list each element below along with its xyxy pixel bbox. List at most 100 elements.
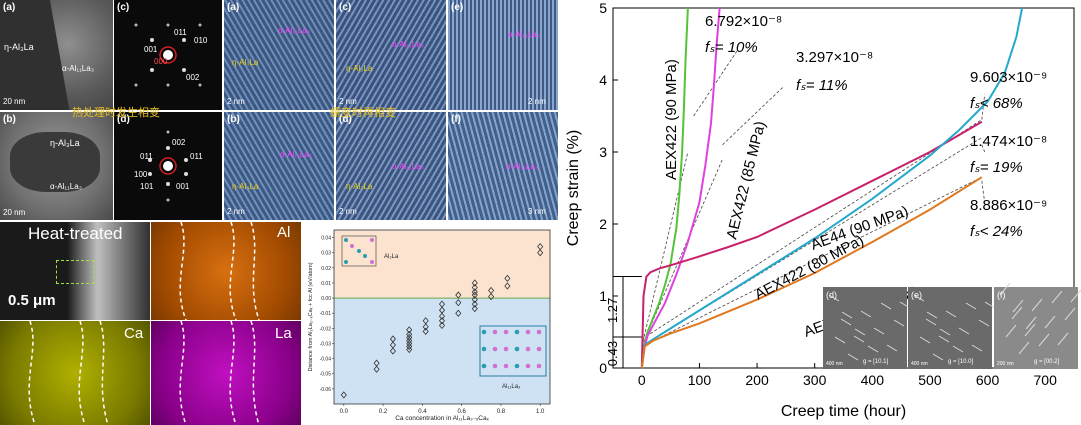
panel-label: (a) [227, 2, 240, 13]
creep-rate-annotation: 3.297×10⁻⁸ [796, 49, 873, 66]
atom [536, 363, 542, 369]
y-tick-label: 4 [599, 72, 607, 88]
data-point [537, 249, 544, 257]
negative-region-shading [334, 298, 550, 404]
y-tick-label: 3 [599, 144, 607, 160]
scale-bar: 20 nm [3, 208, 26, 217]
fs-annotation: fₛ= 10% [705, 39, 758, 56]
atom [514, 329, 520, 335]
inset-g-vector: g = [10.1] [863, 359, 889, 365]
dislocation-line [939, 328, 951, 336]
inset-micrograph [994, 287, 1078, 369]
fs-annotation: fₛ= 19% [970, 159, 1023, 176]
hrtem-panel-c: (c) α-Al₁₁La₃ η-Al₃La 2 nm [336, 0, 446, 110]
dislocation-line [932, 353, 944, 361]
index-label: 002 [186, 73, 200, 82]
inset-label-al11la3: Al₁₁La₃ [502, 384, 521, 390]
y-tick-label: -0.02 [320, 326, 332, 332]
eta-phase-label: η-Al₃La [50, 138, 80, 148]
atom [525, 363, 531, 369]
data-point [438, 321, 446, 329]
dislocation-line [978, 319, 990, 327]
atom [350, 244, 354, 248]
offset-label: 0.43 [605, 341, 620, 366]
x-tick-label: 200 [745, 372, 769, 388]
series-line-aex422-90-mpa- [640, 7, 689, 369]
alpha-phase-label: α-Al₁₁La₃ [280, 150, 312, 159]
data-point [471, 279, 478, 287]
atom [370, 238, 374, 242]
scale-bar: 20 nm [3, 97, 26, 106]
panel-label-d: (d) [117, 114, 130, 125]
y-tick-label: 2 [599, 216, 607, 232]
x-tick-label: 0 [638, 372, 646, 388]
y-tick-label: 5 [599, 0, 607, 16]
x-tick-label: 700 [1034, 372, 1058, 388]
panel-label: (e) [451, 2, 464, 13]
data-point [438, 317, 446, 325]
x-tick-label: 100 [688, 372, 712, 388]
grain-boundary-lines [179, 222, 260, 320]
dislocation-line [1018, 341, 1030, 355]
data-point [389, 335, 396, 343]
inset-g-vector: g = [00.2] [1034, 359, 1060, 365]
x-tick-label: 1.0 [536, 409, 545, 415]
dislocation-line [867, 345, 879, 353]
data-point [406, 330, 413, 339]
dislocation-line [965, 302, 977, 310]
data-point [340, 391, 347, 399]
al11la3-crystal-inset [479, 325, 547, 377]
dislocation-line [1064, 307, 1076, 321]
panel-label-a: (a) [3, 2, 16, 13]
alpha-phase-label: α-Al₁₁La₃ [392, 162, 424, 171]
scale-bar: 0.5 μm [8, 292, 56, 309]
data-point [438, 312, 446, 320]
dislocation-line [984, 301, 996, 309]
hrtem-panel-e: (e) α-Al₁₁La₃ 2 nm [448, 0, 558, 110]
panel-label: (b) [227, 114, 240, 125]
scale-bar: 2 nm [528, 97, 546, 106]
atom [492, 363, 498, 369]
dislocation-line [880, 302, 892, 310]
creep-rate-annotation: 1.474×10⁻⁸ [970, 133, 1047, 150]
series-line-aex422-85-mpa- [640, 7, 721, 369]
atom [536, 329, 542, 335]
data-point [471, 283, 478, 292]
diffraction-pattern-c: (c) 011 001 010 002 000 [114, 0, 222, 110]
eta-phase-label: η-Al₃La [232, 58, 259, 67]
creep-strain-chart: 0 1 2 3 4 5 0 100 200 300 400 500 600 700 Creep time (… [558, 0, 1081, 425]
alpha-phase-label: α-Al₁₁La₃ [508, 30, 540, 39]
dislocation-line [860, 310, 872, 318]
x-axis-label: Creep time (hour) [781, 403, 906, 420]
annotation-leader [722, 86, 784, 146]
data-point [455, 299, 462, 307]
atom [344, 260, 348, 264]
diffraction-pattern-d: (d) 002 011 011 100 101 001 [114, 112, 222, 220]
dislocation-line [1070, 289, 1081, 303]
eds-haadf-image: Heat-treated 0.5 μm [0, 222, 150, 320]
eds-map-al: Al [151, 222, 301, 320]
data-point [422, 327, 429, 335]
y-tick-label: -0.01 [320, 311, 332, 317]
dislocation-line [893, 319, 905, 327]
dislocation-line [1011, 306, 1023, 320]
index-label: 101 [140, 182, 154, 191]
dislocation-line [853, 335, 865, 343]
series-label: AEX422 (90 MPa) [663, 59, 680, 180]
data-point [537, 243, 544, 251]
alpha-phase-label: α-Al₁₁La₃ [506, 162, 538, 171]
data-point [406, 342, 413, 351]
dislocation-line [999, 282, 1011, 296]
chart-background [558, 0, 1081, 425]
inset-scale-bar: 200 nm [997, 361, 1014, 367]
data-point [406, 339, 413, 348]
dislocation-line [1025, 316, 1037, 330]
positive-region-shading [334, 230, 550, 299]
y-tick-label: -0.05 [320, 372, 332, 378]
index-label: 001 [144, 45, 158, 54]
data-point [406, 326, 413, 334]
atom [492, 329, 498, 335]
al2la-crystal-inset [341, 235, 377, 267]
alpha-phase-label: α-Al₁₁La₃ [50, 182, 82, 191]
index-label: 000 [154, 57, 168, 66]
